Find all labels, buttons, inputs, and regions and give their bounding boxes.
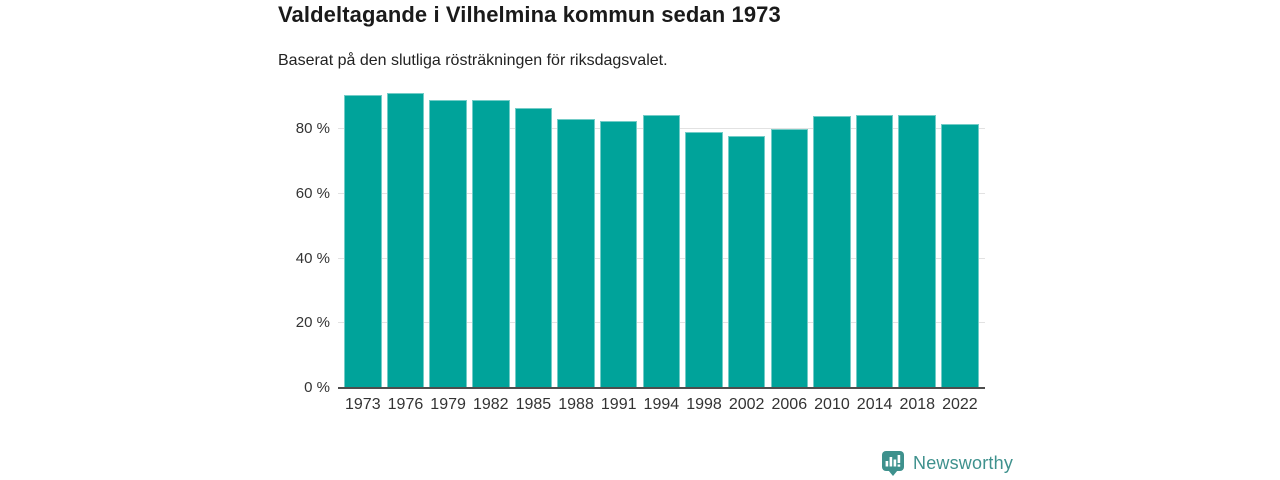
x-tick-label: 1982 [472,396,509,413]
y-tick-label: 20 % [295,314,330,332]
plot-area [338,78,985,389]
x-tick-label: 2010 [814,396,850,413]
x-axis: 1973 1976 1979 1982 1985 1988 1991 1994 1998 2002… [338,396,985,416]
y-tick-label: 80 % [295,120,330,137]
x-tick-label: 1979 [430,396,466,413]
x-tick-label: 1985 [515,396,552,413]
x-tick-label: 1973 [345,396,381,413]
bar-2006 [770,129,809,388]
bar-2010 [813,115,851,388]
y-tick-label: 40 % [295,249,330,267]
x-tick-label: 2022 [942,396,978,413]
chart-subtitle: Baserat på den slutliga rösträkningen fö… [278,52,668,69]
x-tick-label: 2006 [771,396,808,413]
bar-1973 [344,95,382,388]
bar-1979 [429,99,467,388]
brand-name: Newsworthy [913,452,1014,473]
bar-2018 [898,114,937,388]
bar-2014 [855,114,894,388]
x-tick-label: 2002 [728,396,765,413]
x-tick-label: 2014 [856,396,893,413]
x-tick-label: 2018 [899,396,936,413]
bar-1994 [642,114,681,388]
bar-2002 [727,136,766,388]
bar-1991 [599,121,638,388]
y-tick-label: 0 % [304,379,330,396]
x-tick-label: 1988 [558,396,594,413]
brand-logo: Newsworthy [881,450,1013,476]
bar-1988 [557,118,595,388]
bar-2022 [941,123,979,388]
bar-1985 [514,107,553,388]
bar-1976 [386,93,425,388]
bar-1998 [685,132,723,388]
chart-title: Valdeltagande i Vilhelmina kommun sedan … [278,2,781,27]
x-tick-label: 1998 [686,396,722,413]
newsworthy-logo-icon [882,451,904,476]
y-tick-label: 60 % [295,184,330,202]
x-tick-label: 1991 [600,396,637,413]
x-tick-label: 1994 [643,396,680,413]
x-tick-label: 1976 [387,396,424,413]
x-axis-line [338,387,985,389]
y-axis: 0 % 20 % 40 % 60 % 80 % [272,78,330,396]
bar-1982 [471,100,510,388]
